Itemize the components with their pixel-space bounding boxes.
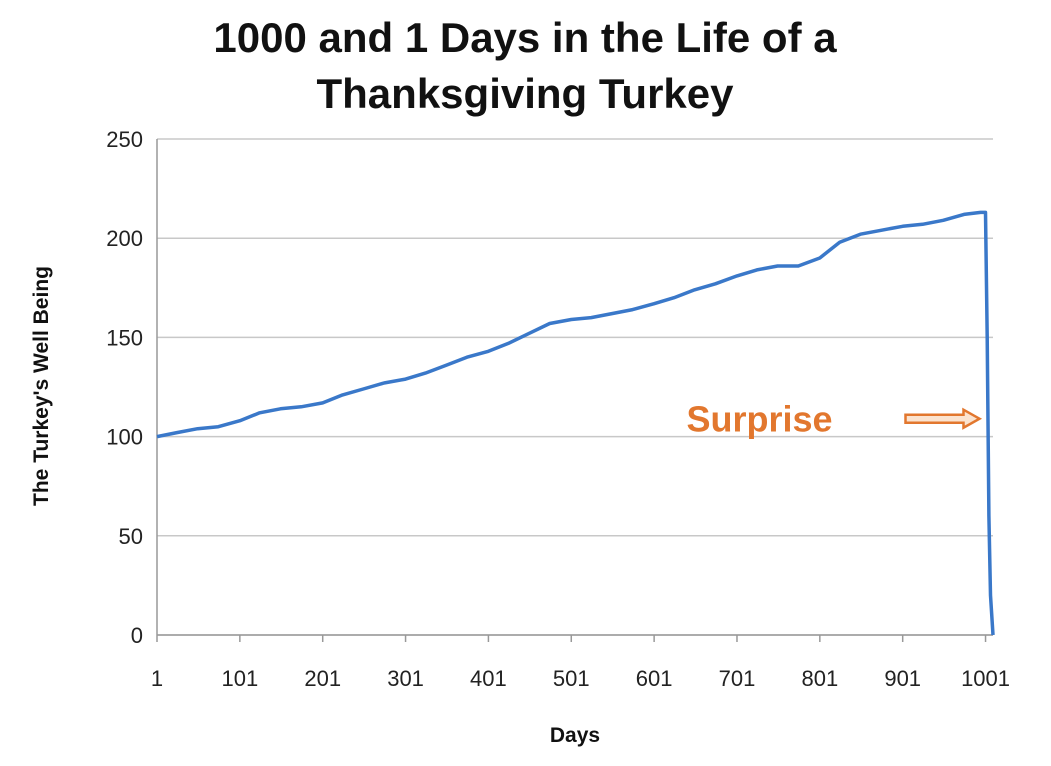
y-tick-label: 150 xyxy=(106,325,143,350)
y-tick-label: 50 xyxy=(119,524,143,549)
y-axis-label: The Turkey's Well Being xyxy=(30,266,53,506)
annotation-arrow xyxy=(904,407,983,430)
x-tick-label: 501 xyxy=(553,666,590,691)
y-tick-label: 0 xyxy=(131,623,143,648)
x-tick-label: 301 xyxy=(387,666,424,691)
x-tick-label: 701 xyxy=(719,666,756,691)
chart-title-line-1: 1000 and 1 Days in the Life of a xyxy=(213,14,837,61)
x-tick-label: 201 xyxy=(304,666,341,691)
y-tick-label: 100 xyxy=(106,425,143,450)
y-tick-label: 250 xyxy=(106,127,143,152)
series-group xyxy=(156,210,995,636)
annotation-group: Surprise xyxy=(686,399,983,440)
x-tick-label: 1001 xyxy=(961,666,1010,691)
x-tick-label: 401 xyxy=(470,666,507,691)
axes xyxy=(156,139,993,642)
y-tick-label: 200 xyxy=(106,226,143,251)
x-tick-label: 801 xyxy=(801,666,838,691)
series-line-0 xyxy=(156,210,995,636)
x-tick-label: 901 xyxy=(884,666,921,691)
x-tick-label: 101 xyxy=(221,666,258,691)
x-tick-label: 601 xyxy=(636,666,673,691)
x-tick-labels: 1 101 201 301 401 501 601 701 801 901 1001 xyxy=(151,666,1010,691)
chart-title-line-2: Thanksgiving Turkey xyxy=(317,70,735,117)
x-tick-label: 1 xyxy=(151,666,163,691)
y-tick-labels: 0 50 100 150 200 250 xyxy=(106,127,143,648)
annotation-text: Surprise xyxy=(686,399,832,440)
x-axis-label: Days xyxy=(550,724,600,747)
gridlines xyxy=(157,138,993,636)
